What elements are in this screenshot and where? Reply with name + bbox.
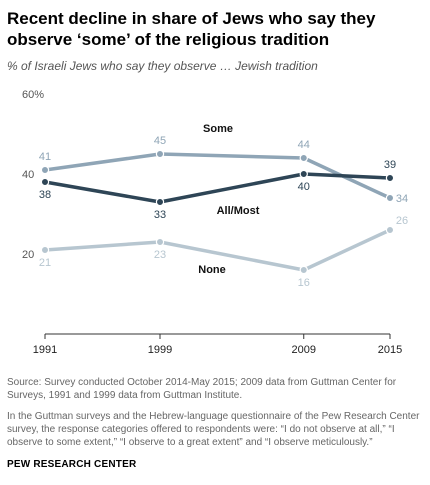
brand-logo-text: PEW RESEARCH CENTER — [7, 459, 137, 470]
data-point-none — [385, 225, 395, 235]
data-label-all-most: 33 — [154, 209, 166, 221]
data-point-some — [299, 153, 308, 163]
x-tick-label: 1991 — [33, 344, 57, 356]
y-tick-label: 40 — [22, 169, 34, 181]
x-tick-label: 2009 — [292, 344, 316, 356]
methodology-note: In the Guttman surveys and the Hebrew-la… — [7, 411, 420, 448]
series-name-label-all-most: All/Most — [217, 205, 260, 217]
data-label-none: 21 — [39, 257, 51, 269]
series-name-label-some: Some — [203, 123, 233, 135]
data-point-some — [155, 149, 165, 159]
data-point-all-most — [155, 197, 165, 207]
x-tick-label: 1999 — [148, 344, 172, 356]
y-tick-label: 60% — [22, 89, 44, 101]
y-tick-label: 20 — [22, 249, 34, 261]
data-point-all-most — [40, 177, 50, 187]
line-chart: 1991 1999 2009 2015 20 40 60% 41 45 44 34 Some 38 33… — [22, 89, 408, 356]
data-label-none: 26 — [396, 215, 408, 227]
data-label-some: 45 — [154, 135, 166, 147]
data-point-all-most — [385, 173, 395, 183]
data-point-some — [385, 193, 395, 203]
data-label-some: 41 — [39, 151, 51, 163]
chart-subtitle: % of Israeli Jews who say they observe …… — [7, 59, 318, 73]
data-point-some — [40, 165, 50, 175]
data-point-all-most — [299, 169, 308, 179]
chart-title: Recent decline in share of Jews who say … — [7, 9, 376, 49]
series-name-label-none: None — [198, 264, 226, 276]
series-line-all-most — [44, 172, 391, 204]
data-label-all-most: 40 — [298, 181, 310, 193]
data-label-all-most: 38 — [39, 189, 51, 201]
source-note: Source: Survey conducted October 2014-Ma… — [7, 377, 397, 401]
data-point-none — [40, 245, 50, 255]
data-point-none — [299, 265, 308, 275]
data-label-none: 23 — [154, 249, 166, 261]
series-line-none — [44, 228, 391, 272]
data-label-none: 16 — [298, 277, 310, 289]
data-label-some: 44 — [298, 139, 310, 151]
data-label-some: 34 — [396, 193, 408, 205]
data-point-none — [155, 237, 165, 247]
series-line-some — [44, 152, 391, 200]
data-label-all-most: 39 — [384, 159, 396, 171]
x-tick-label: 2015 — [378, 344, 402, 356]
